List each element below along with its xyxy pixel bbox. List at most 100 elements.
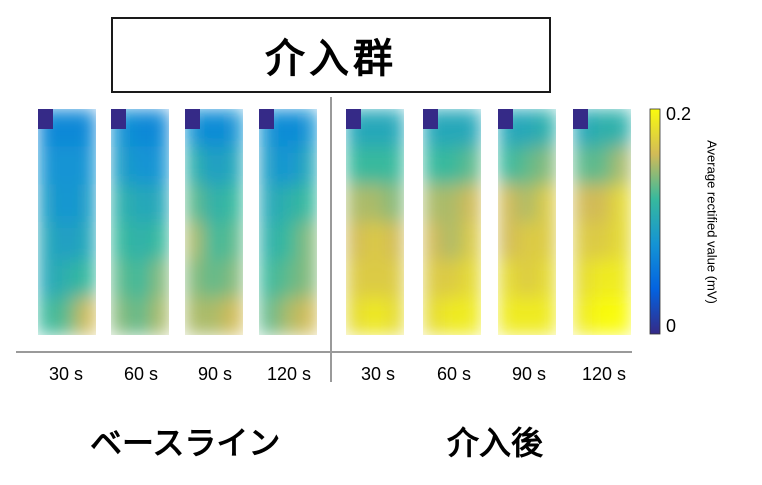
heatmap-cell — [423, 297, 443, 335]
tick-baseline-30s: 30 s — [48, 364, 84, 384]
heatmap-cell — [517, 146, 538, 185]
heatmap-cell — [57, 109, 78, 148]
heatmap-cell — [461, 259, 481, 298]
heatmap-cell — [498, 146, 518, 185]
heatmap-cell — [278, 259, 299, 298]
reference-marker — [259, 109, 274, 129]
heatmap-cell — [461, 109, 481, 148]
heatmap-cell — [346, 184, 366, 223]
heatmap-cell — [536, 146, 556, 185]
heatmap-cell — [223, 259, 243, 298]
heatmap-cell — [185, 184, 205, 223]
heatmap-panel — [346, 109, 404, 335]
heatmap-cell — [278, 222, 299, 261]
heatmap-cell — [498, 297, 518, 335]
reference-marker — [346, 109, 361, 129]
heatmap-cell — [130, 146, 151, 185]
heatmap-cell — [573, 259, 593, 298]
heatmap-cell — [611, 146, 631, 185]
heatmap-cell — [573, 146, 593, 185]
heatmap-cell — [297, 222, 317, 261]
tick-post-30s: 30 s — [360, 364, 396, 384]
heatmap-cell — [278, 297, 299, 335]
heatmap-panel — [573, 109, 631, 335]
heatmap-cell — [346, 259, 366, 298]
heatmap-cell — [204, 259, 225, 298]
heatmap-cell — [517, 184, 538, 223]
heatmap-cell — [423, 146, 443, 185]
heatmap-cell — [365, 184, 386, 223]
heatmap-cell — [498, 184, 518, 223]
heatmap-cell — [365, 109, 386, 148]
heatmap-cell — [76, 297, 96, 335]
heatmap-cell — [611, 259, 631, 298]
heatmap-cell — [592, 297, 613, 335]
heatmap-cell — [365, 146, 386, 185]
heatmap-cell — [38, 297, 58, 335]
heatmap-cell — [185, 146, 205, 185]
heatmap-cell — [536, 184, 556, 223]
heatmap-cell — [57, 259, 78, 298]
heatmap-cell — [185, 222, 205, 261]
tick-post-60s: 60 s — [436, 364, 472, 384]
heatmap-cell — [365, 297, 386, 335]
heatmap-cell — [259, 184, 279, 223]
heatmap-cell — [76, 222, 96, 261]
chart-title: 介入群 — [111, 17, 551, 93]
heatmap-cell — [384, 222, 404, 261]
heatmap-cell — [76, 146, 96, 185]
heatmap-cell — [297, 184, 317, 223]
heatmap-cell — [204, 146, 225, 185]
heatmap-cell — [111, 146, 131, 185]
heatmap-cell — [38, 222, 58, 261]
heatmap-cell — [365, 259, 386, 298]
heatmap-cell — [423, 222, 443, 261]
reference-marker — [185, 109, 200, 129]
heatmap-cell — [592, 184, 613, 223]
heatmap-cell — [346, 222, 366, 261]
heatmap-cell — [57, 222, 78, 261]
tick-baseline-60s: 60 s — [123, 364, 159, 384]
heatmap-cell — [592, 259, 613, 298]
heatmap-cell — [384, 184, 404, 223]
heatmap-cell — [223, 146, 243, 185]
heatmap-cell — [442, 297, 463, 335]
heatmap-cell — [423, 259, 443, 298]
heatmap-cell — [517, 259, 538, 298]
heatmap-cell — [149, 259, 169, 298]
heatmap-cell — [442, 259, 463, 298]
heatmap-cell — [149, 109, 169, 148]
heatmap-cell — [223, 222, 243, 261]
heatmap-cell — [57, 184, 78, 223]
heatmap-cell — [517, 109, 538, 148]
heatmap-cell — [442, 109, 463, 148]
heatmap-cell — [384, 297, 404, 335]
heatmap-cell — [130, 297, 151, 335]
heatmap-cell — [259, 222, 279, 261]
heatmap-cell — [130, 184, 151, 223]
heatmap-panel — [38, 109, 96, 335]
heatmap-panel — [259, 109, 317, 335]
heatmap-cell — [278, 184, 299, 223]
heatmap-cell — [384, 259, 404, 298]
heatmap-cell — [111, 184, 131, 223]
heatmap-cell — [278, 109, 299, 148]
heatmap-cell — [442, 146, 463, 185]
heatmap-cell — [365, 222, 386, 261]
heatmap-cell — [111, 222, 131, 261]
heatmap-cell — [592, 222, 613, 261]
heatmap-cell — [297, 109, 317, 148]
heatmap-cell — [442, 222, 463, 261]
heatmap-cell — [111, 259, 131, 298]
heatmap-cell — [76, 109, 96, 148]
heatmap-cell — [592, 146, 613, 185]
reference-marker — [423, 109, 438, 129]
heatmap-cell — [204, 184, 225, 223]
heatmap-cell — [38, 184, 58, 223]
tick-post-120s: 120 s — [581, 364, 627, 384]
heatmap-cell — [346, 146, 366, 185]
heatmap-cell — [573, 184, 593, 223]
heatmap-cell — [204, 109, 225, 148]
heatmap-cell — [259, 146, 279, 185]
